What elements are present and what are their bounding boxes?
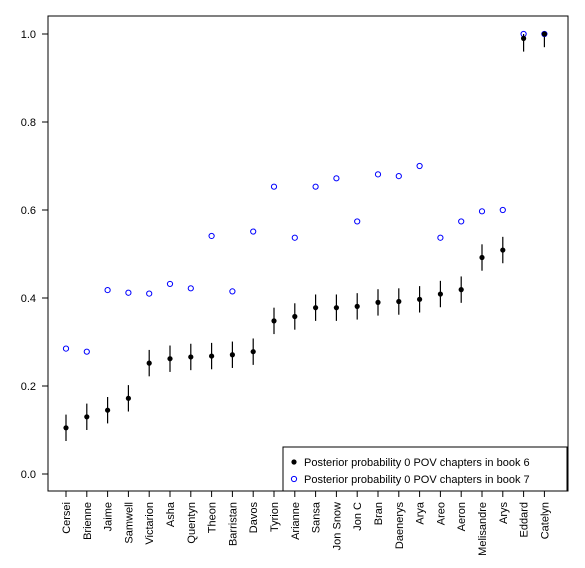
book6-point (271, 318, 277, 324)
book6-point (541, 31, 548, 37)
book6-point (313, 305, 319, 311)
book7-point (333, 175, 340, 182)
x-tick-label: Jaime (103, 502, 115, 531)
book7-point (229, 288, 236, 295)
book6-point (84, 414, 90, 420)
book6-point (209, 353, 215, 359)
x-tick-label: Quentyn (186, 502, 198, 544)
x-tick-label: Bran (373, 502, 385, 525)
book7-point (499, 206, 506, 214)
book7-point (146, 290, 153, 297)
x-tick-label: Melisandre (477, 502, 489, 556)
x-tick-label: Arianne (290, 502, 302, 540)
book6-point (167, 356, 173, 362)
book6-point (250, 349, 256, 355)
book7-point (270, 183, 278, 190)
x-tick-label: Sansa (311, 501, 323, 533)
book6-point (479, 254, 485, 261)
book6-point (396, 298, 402, 305)
legend-label-book7: Posterior probability 0 POV chapters in … (304, 474, 530, 486)
book7-point (354, 218, 361, 225)
book6-point (105, 407, 111, 413)
x-tick-label: Tyrion (269, 502, 281, 532)
x-tick-label: Arys (498, 502, 510, 525)
book6-point (521, 35, 527, 42)
book7-point (104, 286, 111, 294)
book6-point (500, 247, 506, 253)
book6-point (417, 296, 423, 302)
book6-point (333, 305, 339, 311)
book7-point (125, 289, 132, 296)
x-tick-label: Areo (435, 502, 447, 525)
x-tick-label: Asha (165, 501, 177, 527)
x-tick-label: Jon Snow (331, 502, 343, 550)
book6-point (437, 291, 443, 297)
book7-point (83, 348, 90, 355)
book6-point (63, 425, 69, 431)
book7-point (395, 173, 402, 180)
book7-point (166, 280, 174, 288)
y-axis: 0.0 0.2 0.4 0.6 0.8 1.0 (21, 29, 48, 481)
legend-box (282, 446, 568, 492)
x-tick-label: Barristan (227, 502, 239, 546)
x-tick-label: Catelyn (539, 502, 551, 539)
book6-point (458, 287, 464, 293)
plot-frame (47, 15, 569, 492)
x-tick-label: Samwell (123, 502, 135, 544)
book6-point (375, 299, 381, 305)
book6-point (188, 354, 194, 360)
book6-point (146, 360, 152, 366)
x-tick-label: Daenerys (394, 502, 406, 550)
book7-point (291, 234, 298, 241)
data-marks (62, 30, 548, 441)
book7-point (312, 183, 319, 190)
book7-point (437, 234, 444, 241)
x-axis: Cersei Brienne Jaime Samwell Victarion Asha Qu… (61, 491, 551, 556)
legend-marker-book7 (290, 475, 298, 483)
book7-point (250, 228, 257, 235)
legend-label-book6: Posterior probability 0 POV chapters in … (304, 457, 530, 469)
x-tick-label: Theon (207, 502, 219, 533)
book7-point (458, 218, 465, 225)
y-tick-label: 0.4 (21, 293, 36, 305)
book7-point (374, 171, 382, 178)
x-tick-label: Aeron (456, 502, 468, 531)
book7-point (62, 345, 70, 352)
legend-marker-book6 (291, 459, 297, 465)
x-tick-label: Arya (415, 501, 427, 525)
book6-point (354, 303, 360, 309)
y-tick-label: 0.6 (21, 205, 36, 217)
book6-point (292, 313, 298, 320)
y-tick-label: 0.8 (21, 117, 36, 129)
x-tick-label: Brienne (82, 502, 94, 540)
y-tick-label: 0.0 (21, 469, 36, 481)
book7-point (416, 162, 423, 170)
book7-point (478, 208, 486, 215)
x-tick-label: Jon C (352, 502, 364, 531)
x-tick-label: Eddard (519, 502, 531, 537)
x-tick-label: Victarion (144, 502, 156, 545)
legend: Posterior probability 0 POV chapters in … (282, 446, 568, 492)
y-tick-label: 0.2 (21, 381, 36, 393)
x-tick-label: Davos (248, 502, 260, 534)
x-tick-label: Cersei (61, 502, 73, 534)
y-tick-label: 1.0 (21, 29, 36, 41)
book7-point (208, 232, 215, 240)
book6-point (125, 395, 131, 401)
book7-point (187, 285, 194, 292)
book6-point (229, 352, 235, 358)
